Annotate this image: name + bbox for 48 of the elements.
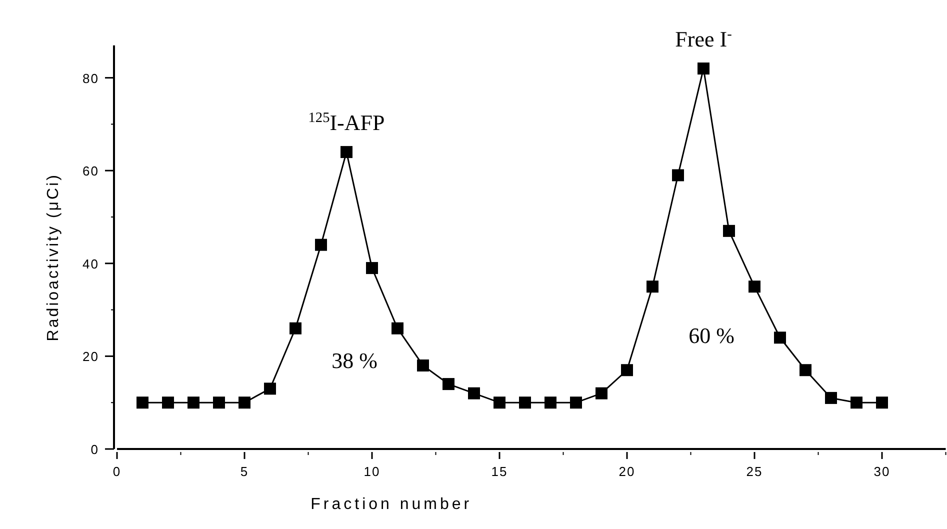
point [213, 396, 225, 409]
point [544, 396, 556, 409]
x-tick-label: 5 [240, 464, 249, 479]
point [698, 62, 710, 75]
point [366, 262, 378, 274]
point [238, 396, 250, 409]
x-tick-label: 25 [746, 464, 763, 479]
point [494, 396, 506, 409]
point [417, 359, 429, 372]
x-tick-label: 20 [618, 464, 636, 479]
point [188, 396, 200, 409]
annotation: $^{125}$I-AFP [308, 110, 385, 136]
point [774, 332, 786, 344]
point [136, 396, 148, 409]
point [748, 280, 760, 293]
y-tick-label: 0 [90, 442, 99, 457]
x-tick-label: 10 [364, 464, 380, 479]
point [519, 396, 531, 409]
y-tick-label: 80 [82, 70, 99, 86]
y-tick-label: 60 [82, 164, 99, 179]
x-axis-title: Fraction number [310, 496, 472, 513]
annotation: Free I$^{-}$ [675, 26, 732, 52]
x-tick-label: 30 [874, 464, 890, 479]
point [723, 224, 735, 237]
point [162, 396, 174, 409]
point [264, 382, 276, 395]
point [825, 392, 837, 404]
point [621, 364, 633, 376]
point [392, 322, 404, 334]
point [290, 322, 302, 334]
point [315, 238, 327, 251]
point [340, 146, 352, 158]
point [850, 396, 862, 409]
point [800, 364, 812, 376]
y-tick-label: 20 [82, 349, 99, 364]
y-axis-title: Radioactivity (μCi) [45, 173, 62, 342]
point [596, 387, 608, 400]
annotation: 60 % [688, 322, 734, 348]
x-tick-label: 0 [112, 464, 122, 479]
point [442, 378, 454, 390]
point [672, 169, 684, 182]
point [570, 396, 582, 409]
point [876, 396, 888, 409]
x-tick-label: 15 [491, 464, 508, 479]
point [646, 280, 658, 293]
annotation: 38 % [332, 348, 378, 373]
point [468, 387, 480, 400]
y-tick-label: 40 [82, 256, 99, 272]
